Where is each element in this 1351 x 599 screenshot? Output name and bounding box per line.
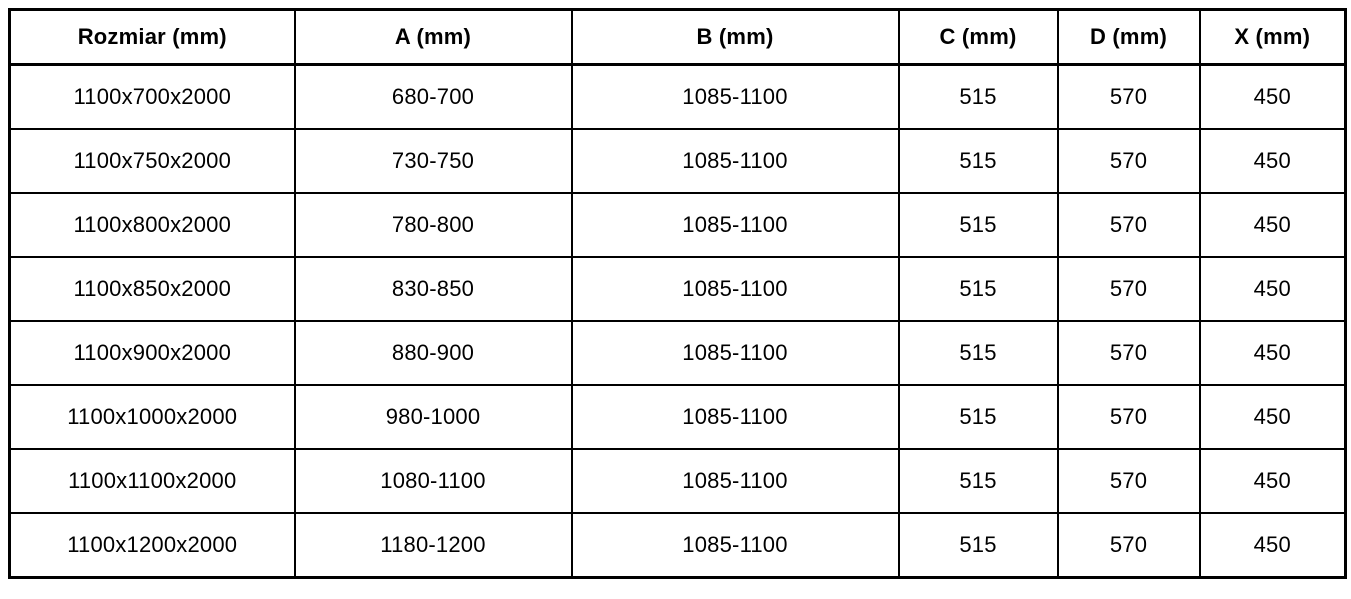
table-body: 1100x700x2000 680-700 1085-1100 515 570 … [8,63,1347,579]
cell-d: 570 [1056,448,1201,514]
cell-c: 515 [897,384,1059,450]
cell-b: 1085-1100 [570,320,900,386]
table-row: 1100x850x2000 830-850 1085-1100 515 570 … [8,256,1347,322]
cell-x: 450 [1198,63,1347,130]
cell-c: 515 [897,256,1059,322]
cell-rozmiar: 1100x800x2000 [8,192,296,258]
cell-a: 830-850 [293,256,573,322]
cell-rozmiar: 1100x750x2000 [8,128,296,194]
cell-rozmiar: 1100x850x2000 [8,256,296,322]
size-specification-table: Rozmiar (mm) A (mm) B (mm) C (mm) D (mm)… [8,8,1347,579]
cell-c: 515 [897,512,1059,579]
cell-a: 780-800 [293,192,573,258]
cell-b: 1085-1100 [570,448,900,514]
cell-b: 1085-1100 [570,192,900,258]
table-row: 1100x1200x2000 1180-1200 1085-1100 515 5… [8,512,1347,579]
cell-x: 450 [1198,448,1347,514]
cell-d: 570 [1056,192,1201,258]
table-row: 1100x1000x2000 980-1000 1085-1100 515 57… [8,384,1347,450]
cell-x: 450 [1198,384,1347,450]
cell-d: 570 [1056,320,1201,386]
cell-rozmiar: 1100x1100x2000 [8,448,296,514]
cell-b: 1085-1100 [570,512,900,579]
cell-x: 450 [1198,320,1347,386]
column-header-x: X (mm) [1198,8,1347,66]
table-row: 1100x900x2000 880-900 1085-1100 515 570 … [8,320,1347,386]
table-row: 1100x1100x2000 1080-1100 1085-1100 515 5… [8,448,1347,514]
cell-c: 515 [897,448,1059,514]
cell-rozmiar: 1100x700x2000 [8,63,296,130]
cell-a: 1080-1100 [293,448,573,514]
cell-x: 450 [1198,512,1347,579]
table-header: Rozmiar (mm) A (mm) B (mm) C (mm) D (mm)… [8,8,1347,66]
cell-a: 680-700 [293,63,573,130]
cell-c: 515 [897,320,1059,386]
cell-a: 730-750 [293,128,573,194]
cell-c: 515 [897,63,1059,130]
column-header-b: B (mm) [570,8,900,66]
cell-c: 515 [897,128,1059,194]
column-header-d: D (mm) [1056,8,1201,66]
column-header-rozmiar: Rozmiar (mm) [8,8,296,66]
cell-d: 570 [1056,63,1201,130]
table-row: 1100x750x2000 730-750 1085-1100 515 570 … [8,128,1347,194]
cell-a: 1180-1200 [293,512,573,579]
cell-b: 1085-1100 [570,63,900,130]
cell-rozmiar: 1100x1000x2000 [8,384,296,450]
cell-rozmiar: 1100x1200x2000 [8,512,296,579]
cell-d: 570 [1056,384,1201,450]
cell-x: 450 [1198,256,1347,322]
table-row: 1100x800x2000 780-800 1085-1100 515 570 … [8,192,1347,258]
cell-a: 880-900 [293,320,573,386]
cell-b: 1085-1100 [570,128,900,194]
cell-b: 1085-1100 [570,384,900,450]
column-header-a: A (mm) [293,8,573,66]
table-row: 1100x700x2000 680-700 1085-1100 515 570 … [8,63,1347,130]
table-header-row: Rozmiar (mm) A (mm) B (mm) C (mm) D (mm)… [8,8,1347,66]
cell-d: 570 [1056,128,1201,194]
cell-b: 1085-1100 [570,256,900,322]
cell-d: 570 [1056,256,1201,322]
cell-rozmiar: 1100x900x2000 [8,320,296,386]
cell-x: 450 [1198,128,1347,194]
cell-x: 450 [1198,192,1347,258]
cell-a: 980-1000 [293,384,573,450]
cell-d: 570 [1056,512,1201,579]
column-header-c: C (mm) [897,8,1059,66]
cell-c: 515 [897,192,1059,258]
